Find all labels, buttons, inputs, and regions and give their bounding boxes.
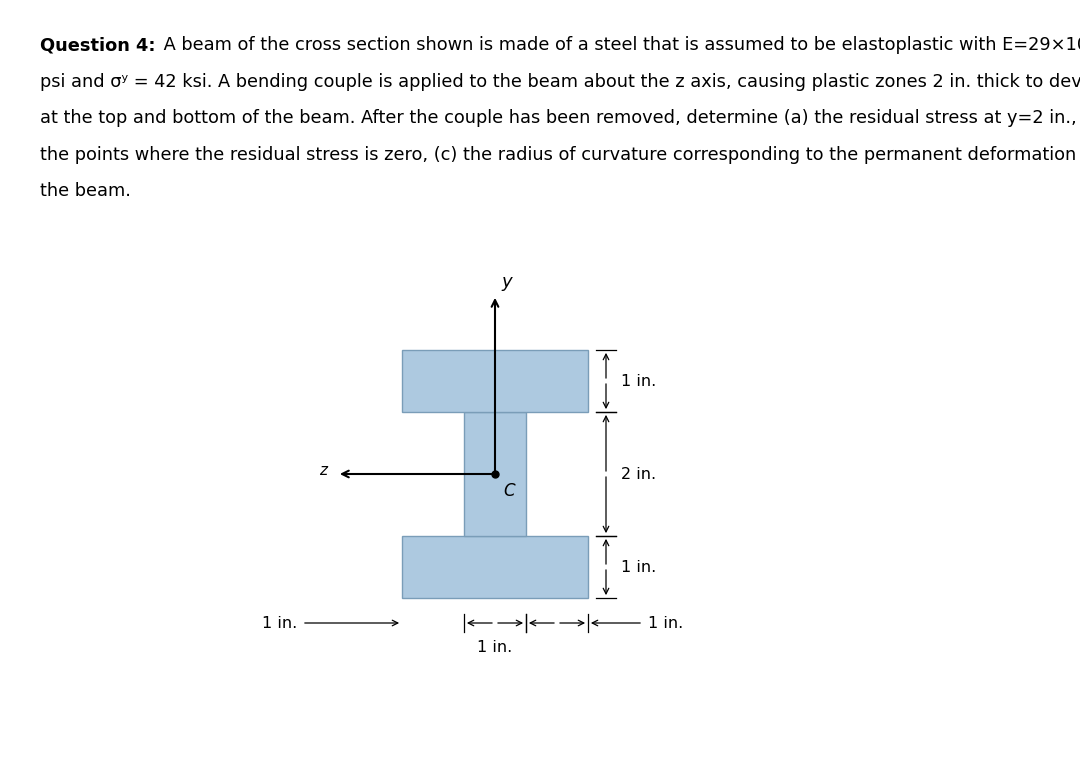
Text: 1 in.: 1 in. (621, 560, 657, 574)
Text: 1 in.: 1 in. (261, 615, 297, 631)
Text: the points where the residual stress is zero, (c) the radius of curvature corres: the points where the residual stress is … (40, 146, 1080, 163)
Text: A beam of the cross section shown is made of a steel that is assumed to be elast: A beam of the cross section shown is mad… (158, 36, 1080, 54)
Text: C: C (503, 482, 515, 500)
Text: the beam.: the beam. (40, 182, 131, 200)
Bar (402, 350, 588, 412)
Bar (464, 412, 526, 536)
Text: 1 in.: 1 in. (648, 615, 684, 631)
Text: 2 in.: 2 in. (621, 467, 657, 481)
Text: 1 in.: 1 in. (621, 374, 657, 389)
Text: psi and σʸ = 42 ksi. A bending couple is applied to the beam about the z axis, c: psi and σʸ = 42 ksi. A bending couple is… (40, 73, 1080, 91)
Text: y: y (501, 273, 512, 291)
Text: 1 in.: 1 in. (477, 640, 513, 655)
Text: z: z (319, 463, 327, 478)
Text: Question 4:: Question 4: (40, 36, 156, 54)
Bar (402, 536, 588, 598)
Text: at the top and bottom of the beam. After the couple has been removed, determine : at the top and bottom of the beam. After… (40, 109, 1080, 127)
